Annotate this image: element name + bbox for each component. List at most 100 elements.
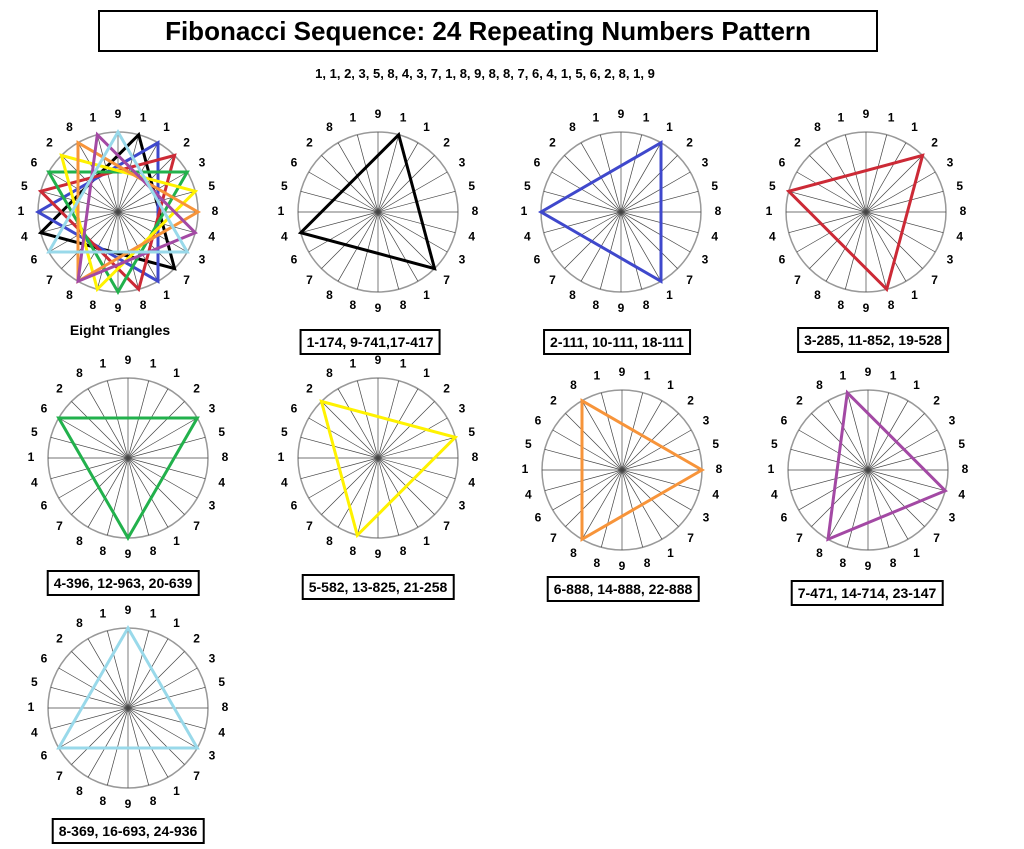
- digit-label: 1: [888, 110, 895, 124]
- digit-label: 2: [794, 136, 801, 150]
- title: Fibonacci Sequence: 24 Repeating Numbers…: [98, 10, 878, 52]
- spoke: [865, 142, 907, 213]
- digit-label: 6: [781, 414, 788, 428]
- digit-label: 7: [931, 273, 938, 287]
- digit-label: 9: [375, 547, 382, 561]
- spoke: [127, 707, 169, 778]
- spoke: [71, 401, 129, 459]
- spoke: [87, 638, 129, 709]
- digit-label: 1: [913, 546, 920, 560]
- digit-label: 8: [100, 544, 107, 558]
- digit-label: 5: [712, 437, 719, 451]
- digit-label: 1: [18, 204, 25, 218]
- digit-label: 5: [769, 179, 776, 193]
- triangle: [56, 624, 200, 750]
- digit-label: 7: [549, 273, 556, 287]
- digit-label: 7: [550, 531, 557, 545]
- spoke: [106, 630, 129, 709]
- triangle-caption: 2-111, 10-111, 18-111: [543, 329, 691, 355]
- digit-label: 4: [208, 229, 215, 243]
- digit-label: 3: [209, 402, 216, 416]
- digit-label: 1: [140, 110, 147, 124]
- spoke: [356, 380, 379, 459]
- digit-label: 8: [150, 544, 157, 558]
- digit-label: 7: [46, 273, 53, 287]
- digit-label: 5: [21, 179, 28, 193]
- digit-label: 3: [199, 156, 206, 170]
- spoke: [865, 211, 907, 282]
- digit-label: 6: [41, 499, 48, 513]
- digit-label: 1: [594, 368, 601, 382]
- digit-label: 4: [771, 487, 778, 501]
- digit-label: 8: [76, 616, 83, 630]
- combined-caption: Eight Triangles: [69, 322, 171, 338]
- spoke: [867, 448, 946, 471]
- spoke: [827, 400, 869, 471]
- digit-label: 1: [90, 110, 97, 124]
- digit-label: 5: [218, 425, 225, 439]
- digit-label: 8: [76, 784, 83, 798]
- triangle: [785, 153, 925, 293]
- digit-label: 8: [838, 298, 845, 312]
- digit-label: 6: [534, 156, 541, 170]
- digit-label: 1: [644, 368, 651, 382]
- digit-label: 9: [863, 301, 870, 315]
- triangle: [319, 399, 459, 539]
- digit-label: 9: [125, 353, 132, 367]
- digit-label: 1: [173, 366, 180, 380]
- digit-label: 6: [291, 402, 298, 416]
- digit-label: 1: [667, 378, 674, 392]
- digit-label: 9: [115, 107, 122, 121]
- digit-label: 8: [150, 794, 157, 808]
- spoke: [377, 417, 448, 459]
- digit-label: 4: [21, 229, 28, 243]
- digit-label: 8: [400, 298, 407, 312]
- digit-label: 4: [711, 229, 718, 243]
- digit-label: 1: [522, 462, 529, 476]
- triangle-caption: 8-369, 16-693, 24-936: [51, 818, 205, 844]
- spoke: [58, 707, 129, 749]
- digit-label: 8: [472, 450, 479, 464]
- spoke: [543, 211, 622, 234]
- digit-label: 7: [306, 519, 313, 533]
- digit-label: 2: [686, 136, 693, 150]
- digit-label: 8: [140, 298, 147, 312]
- digit-label: 1: [400, 110, 407, 124]
- digit-label: 6: [41, 402, 48, 416]
- digit-label: 2: [443, 136, 450, 150]
- digit-label: 8: [816, 378, 823, 392]
- digit-label: 8: [100, 794, 107, 808]
- spoke: [621, 429, 692, 471]
- spoke: [620, 211, 643, 290]
- spoke: [620, 142, 662, 213]
- digit-label: 1: [666, 288, 673, 302]
- digit-label: 1: [163, 120, 170, 134]
- digit-label: 9: [125, 603, 132, 617]
- digit-label: 8: [350, 544, 357, 558]
- digit-label: 1: [278, 450, 285, 464]
- digit-label: 5: [31, 425, 38, 439]
- digit-label: 4: [769, 229, 776, 243]
- digit-label: 5: [281, 425, 288, 439]
- digit-label: 8: [350, 298, 357, 312]
- digit-label: 2: [46, 136, 53, 150]
- spoke: [798, 429, 869, 471]
- spoke: [620, 134, 643, 213]
- spoke: [377, 211, 435, 269]
- digit-label: 6: [779, 156, 786, 170]
- digit-label: 1: [423, 366, 430, 380]
- digit-label: 7: [794, 273, 801, 287]
- sequence: 1, 1, 2, 3, 5, 8, 4, 3, 7, 1, 8, 9, 8, 8…: [315, 66, 655, 81]
- digit-label: 3: [209, 749, 216, 763]
- digit-label: 6: [534, 253, 541, 267]
- digit-label: 9: [618, 301, 625, 315]
- digit-label: 3: [459, 402, 466, 416]
- spoke: [127, 638, 169, 709]
- spoke: [127, 457, 169, 528]
- spoke: [865, 211, 888, 290]
- digit-label: 1: [400, 356, 407, 370]
- digit-label: 3: [703, 511, 710, 525]
- spoke: [87, 388, 129, 459]
- spoke: [565, 469, 623, 527]
